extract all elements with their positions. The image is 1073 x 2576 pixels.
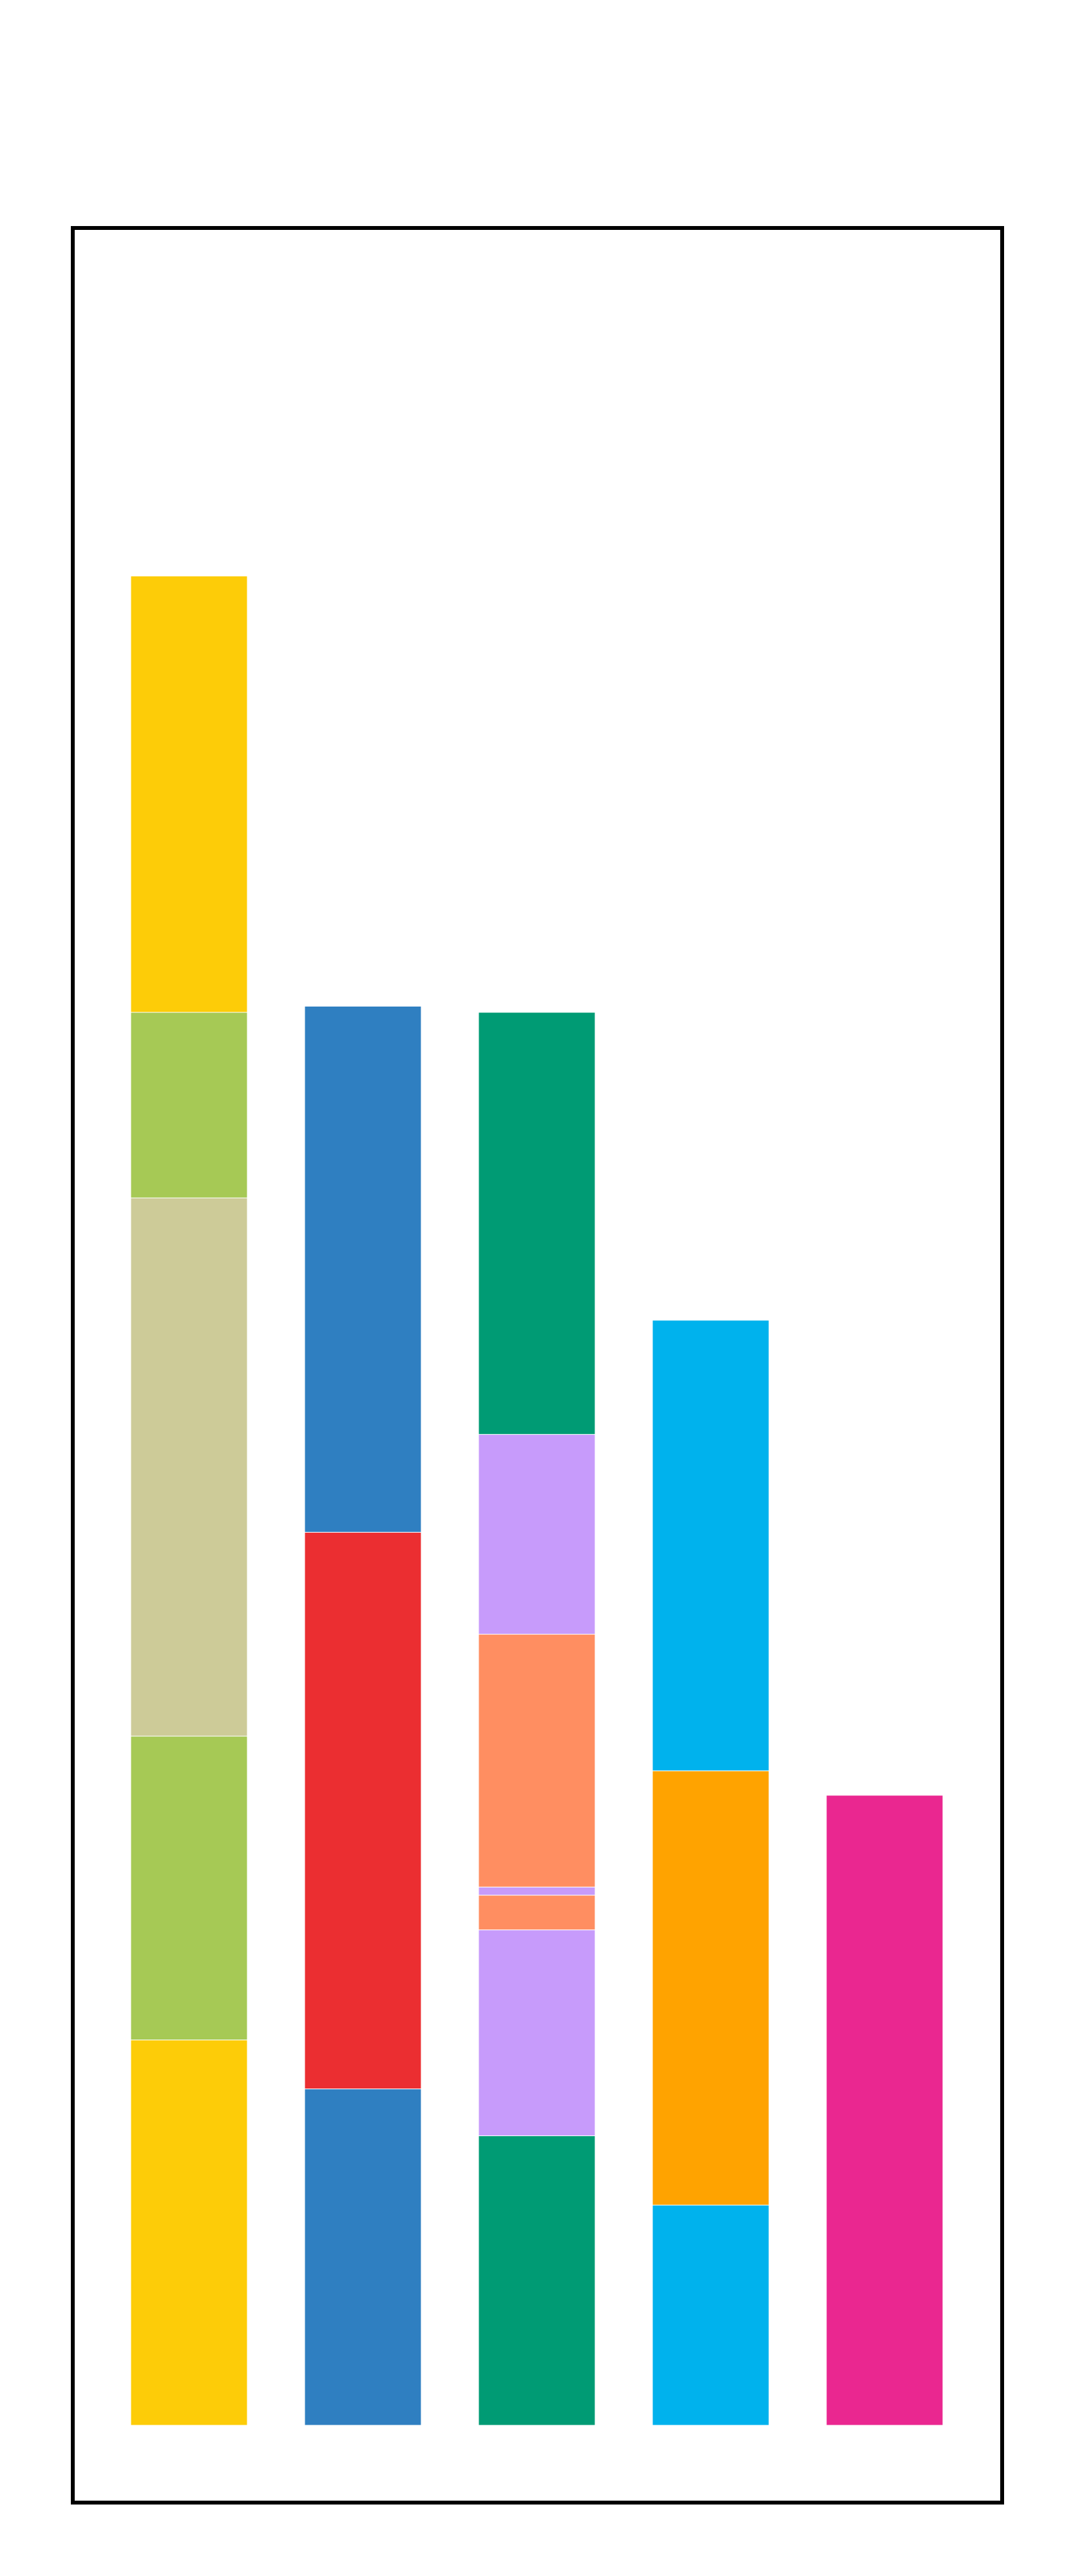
bar-1-segment-5 (130, 575, 248, 1013)
bar-3-segment-2 (478, 1929, 596, 2136)
bar-3-segment-7 (478, 1012, 596, 1435)
bar-3-segment-6 (478, 1434, 596, 1635)
bar-4-segment-2 (652, 1770, 770, 2206)
bars-group (130, 575, 944, 2426)
bar-3-segment-5 (478, 1634, 596, 1888)
axes-frame (71, 226, 1004, 2505)
bar-1-segment-2 (130, 1736, 248, 2041)
bar-2-segment-1 (304, 2088, 422, 2426)
bar-5-segment-1 (826, 1795, 944, 2426)
bar-1-segment-3 (130, 1197, 248, 1737)
bar-3-segment-1 (478, 2135, 596, 2426)
bar-1-segment-1 (130, 2040, 248, 2426)
bar-3-segment-3 (478, 1895, 596, 1931)
bar-4-segment-1 (652, 2204, 770, 2426)
bar-2-segment-2 (304, 1531, 422, 2090)
bar-3-segment-4 (478, 1886, 596, 1896)
bar-1-segment-4 (130, 1012, 248, 1198)
bar-2-segment-3 (304, 1005, 422, 1533)
bar-4-segment-3 (652, 1320, 770, 1772)
